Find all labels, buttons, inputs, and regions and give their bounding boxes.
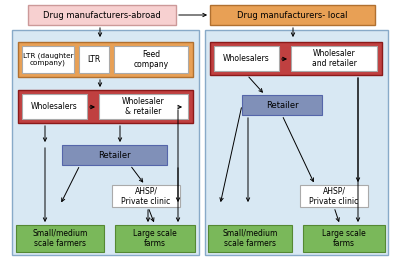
FancyBboxPatch shape: [12, 30, 199, 255]
FancyBboxPatch shape: [99, 94, 188, 119]
FancyBboxPatch shape: [210, 5, 375, 25]
Text: Small/medium
scale farmers: Small/medium scale farmers: [32, 229, 88, 248]
FancyBboxPatch shape: [303, 225, 385, 252]
FancyBboxPatch shape: [291, 46, 377, 71]
Text: Drug manufacturers- local: Drug manufacturers- local: [237, 10, 348, 19]
Text: Large scale
farms: Large scale farms: [133, 229, 177, 248]
FancyBboxPatch shape: [22, 94, 87, 119]
Text: Wholesaler
and retailer: Wholesaler and retailer: [312, 49, 356, 68]
FancyBboxPatch shape: [62, 145, 167, 165]
FancyBboxPatch shape: [205, 30, 388, 255]
FancyBboxPatch shape: [22, 46, 74, 73]
FancyBboxPatch shape: [18, 42, 193, 77]
Text: Drug manufacturers-abroad: Drug manufacturers-abroad: [43, 10, 161, 19]
FancyBboxPatch shape: [214, 46, 279, 71]
Text: Wholesalers: Wholesalers: [223, 54, 270, 63]
Text: Wholesalers: Wholesalers: [31, 102, 78, 111]
FancyBboxPatch shape: [16, 225, 104, 252]
Text: Wholesaler
& retailer: Wholesaler & retailer: [122, 97, 165, 116]
Text: AHSP/
Private clinic: AHSP/ Private clinic: [121, 186, 171, 206]
FancyBboxPatch shape: [18, 90, 193, 123]
Text: Large scale
farms: Large scale farms: [322, 229, 366, 248]
FancyBboxPatch shape: [210, 42, 382, 75]
FancyBboxPatch shape: [242, 95, 322, 115]
FancyBboxPatch shape: [115, 225, 195, 252]
Text: AHSP/
Private clinic: AHSP/ Private clinic: [309, 186, 359, 206]
Text: LTR: LTR: [87, 55, 101, 64]
FancyBboxPatch shape: [28, 5, 176, 25]
Text: LTR (daughter
company): LTR (daughter company): [23, 52, 73, 67]
FancyBboxPatch shape: [300, 185, 368, 207]
FancyBboxPatch shape: [112, 185, 180, 207]
Text: Feed
company: Feed company: [134, 50, 168, 69]
Text: Retailer: Retailer: [266, 101, 298, 110]
FancyBboxPatch shape: [79, 46, 109, 73]
Text: Small/medium
scale farmers: Small/medium scale farmers: [222, 229, 278, 248]
Text: Retailer: Retailer: [98, 150, 131, 160]
FancyBboxPatch shape: [208, 225, 292, 252]
FancyBboxPatch shape: [114, 46, 188, 73]
